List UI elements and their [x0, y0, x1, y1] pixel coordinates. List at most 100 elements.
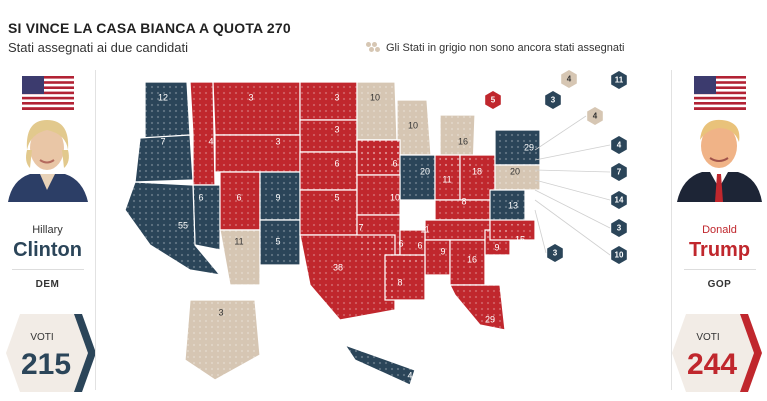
state-texture — [450, 285, 505, 330]
state-texture — [213, 82, 300, 135]
state-ev-label: 11 — [442, 174, 451, 184]
state-ev-label: 10 — [370, 92, 380, 102]
state-texture — [435, 155, 460, 200]
callout-line — [534, 115, 587, 151]
small-state-ev-label: 14 — [615, 196, 624, 205]
callout-lines — [534, 115, 611, 256]
small-state-markers: 5 3 4 11 4 4 7 14 3 10 3 — [485, 70, 627, 264]
legend: Gli Stati in grigio non sono ancora stat… — [366, 42, 624, 54]
state-texture — [400, 155, 435, 200]
state-labels: 12 7 4 3 3 3 3 10 10 16 6 6 9 6 5 6 20 11 18 29 20 55 11 5 7 10 8 1… — [158, 92, 534, 380]
votes-badge-dem: VOTI 215 — [6, 314, 96, 392]
small-state-hex — [611, 71, 627, 89]
state-ev-label: 3 — [218, 307, 223, 317]
small-state-ev-label: 3 — [553, 249, 558, 258]
state-ev-label: 8 — [461, 196, 466, 206]
state-texture — [135, 135, 193, 182]
votes-count: 244 — [687, 348, 737, 381]
state-ev-label: 12 — [158, 92, 168, 102]
state-texture — [357, 175, 400, 215]
state-ev-label: 4 — [208, 136, 213, 146]
state-ev-label: 6 — [417, 240, 422, 250]
legend-label: Gli Stati in grigio non sono ancora stat… — [386, 42, 625, 54]
party-label: GOP — [707, 279, 732, 290]
party-label: DEM — [35, 279, 60, 290]
small-state-ev-label: 3 — [551, 96, 556, 105]
state-texture — [220, 172, 260, 230]
state-ev-label: 10 — [390, 192, 400, 202]
state-ev-label: 15 — [515, 234, 525, 244]
state-ev-label: 11 — [420, 224, 429, 234]
state-ev-label: 11 — [234, 236, 243, 246]
state-ev-label: 9 — [440, 246, 445, 256]
state-texture — [300, 235, 395, 320]
small-state-hex — [611, 219, 627, 237]
state-ev-label: 13 — [508, 200, 518, 210]
divider — [671, 70, 672, 390]
state-texture — [300, 82, 357, 120]
state-ev-label: 55 — [178, 220, 188, 230]
state-texture — [397, 100, 431, 155]
state-texture — [425, 240, 450, 275]
divider — [95, 70, 96, 390]
state-ev-label: 8 — [397, 277, 402, 287]
state-ev-label: 9 — [494, 242, 499, 252]
us-electoral-map: 12 7 4 3 3 3 3 10 10 16 6 6 9 6 5 6 20 11 18 29 20 55 11 5 7 10 8 1… — [124, 70, 627, 386]
state-ev-label: 9 — [275, 192, 280, 202]
candidate-photo-trump — [672, 110, 767, 202]
state-texture — [125, 182, 220, 275]
state-ev-label: 5 — [334, 192, 339, 202]
state-ev-label: 6 — [398, 238, 403, 248]
small-state-hex — [587, 107, 603, 125]
state-texture — [300, 120, 357, 152]
state-texture — [220, 230, 260, 285]
callout-line — [534, 169, 611, 173]
small-state-ev-label: 5 — [491, 96, 496, 105]
callout-line — [534, 179, 611, 201]
state-texture — [385, 255, 425, 300]
state-ev-label: 6 — [334, 158, 339, 168]
state-ev-label: 29 — [524, 142, 534, 152]
small-state-ev-label: 10 — [615, 251, 624, 260]
state-texture — [450, 240, 485, 285]
small-state-ev-label: 4 — [567, 75, 572, 84]
state-texture — [495, 130, 540, 165]
state-ev-label: 20 — [510, 166, 520, 176]
small-state-hex — [561, 70, 577, 88]
votes-label: VOTI — [696, 332, 719, 343]
candidate-photo-clinton — [0, 110, 95, 202]
page-subtitle: Stati assegnati ai due candidati — [8, 40, 188, 55]
state-ev-label: 38 — [333, 262, 343, 272]
state-texture — [435, 200, 490, 220]
state-ev-label: 6 — [236, 192, 241, 202]
state-texture — [425, 220, 490, 240]
small-state-hex — [545, 91, 561, 109]
state-ev-label: 6 — [198, 192, 203, 202]
hex-texture — [125, 82, 540, 385]
votes-label: VOTI — [30, 332, 53, 343]
grey-dots-icon — [366, 42, 380, 54]
state-texture — [357, 82, 397, 140]
state-ev-label: 7 — [358, 222, 363, 232]
state-texture — [215, 135, 300, 172]
state-ev-label: 3 — [275, 136, 280, 146]
us-flag-icon — [22, 76, 74, 110]
callout-line — [534, 199, 611, 256]
divider — [12, 269, 84, 270]
small-state-hex — [611, 163, 627, 181]
small-state-ev-label: 11 — [615, 76, 624, 85]
small-state-ev-label: 7 — [617, 168, 622, 177]
state-ev-label: 3 — [334, 92, 339, 102]
state-regions — [124, 81, 541, 386]
candidate-last-name: Trump — [688, 239, 751, 261]
state-texture — [145, 82, 190, 138]
state-ev-label: 3 — [334, 124, 339, 134]
divider — [684, 269, 756, 270]
candidate-panel-gop: Donald Trump GOP VOTI 244 — [672, 66, 767, 401]
candidate-first-name: Donald — [702, 224, 737, 236]
state-texture — [460, 155, 495, 200]
small-state-hex — [611, 191, 627, 209]
state-ev-label: 6 — [392, 158, 397, 168]
state-ev-label: 10 — [408, 120, 418, 130]
state-texture — [193, 185, 220, 250]
